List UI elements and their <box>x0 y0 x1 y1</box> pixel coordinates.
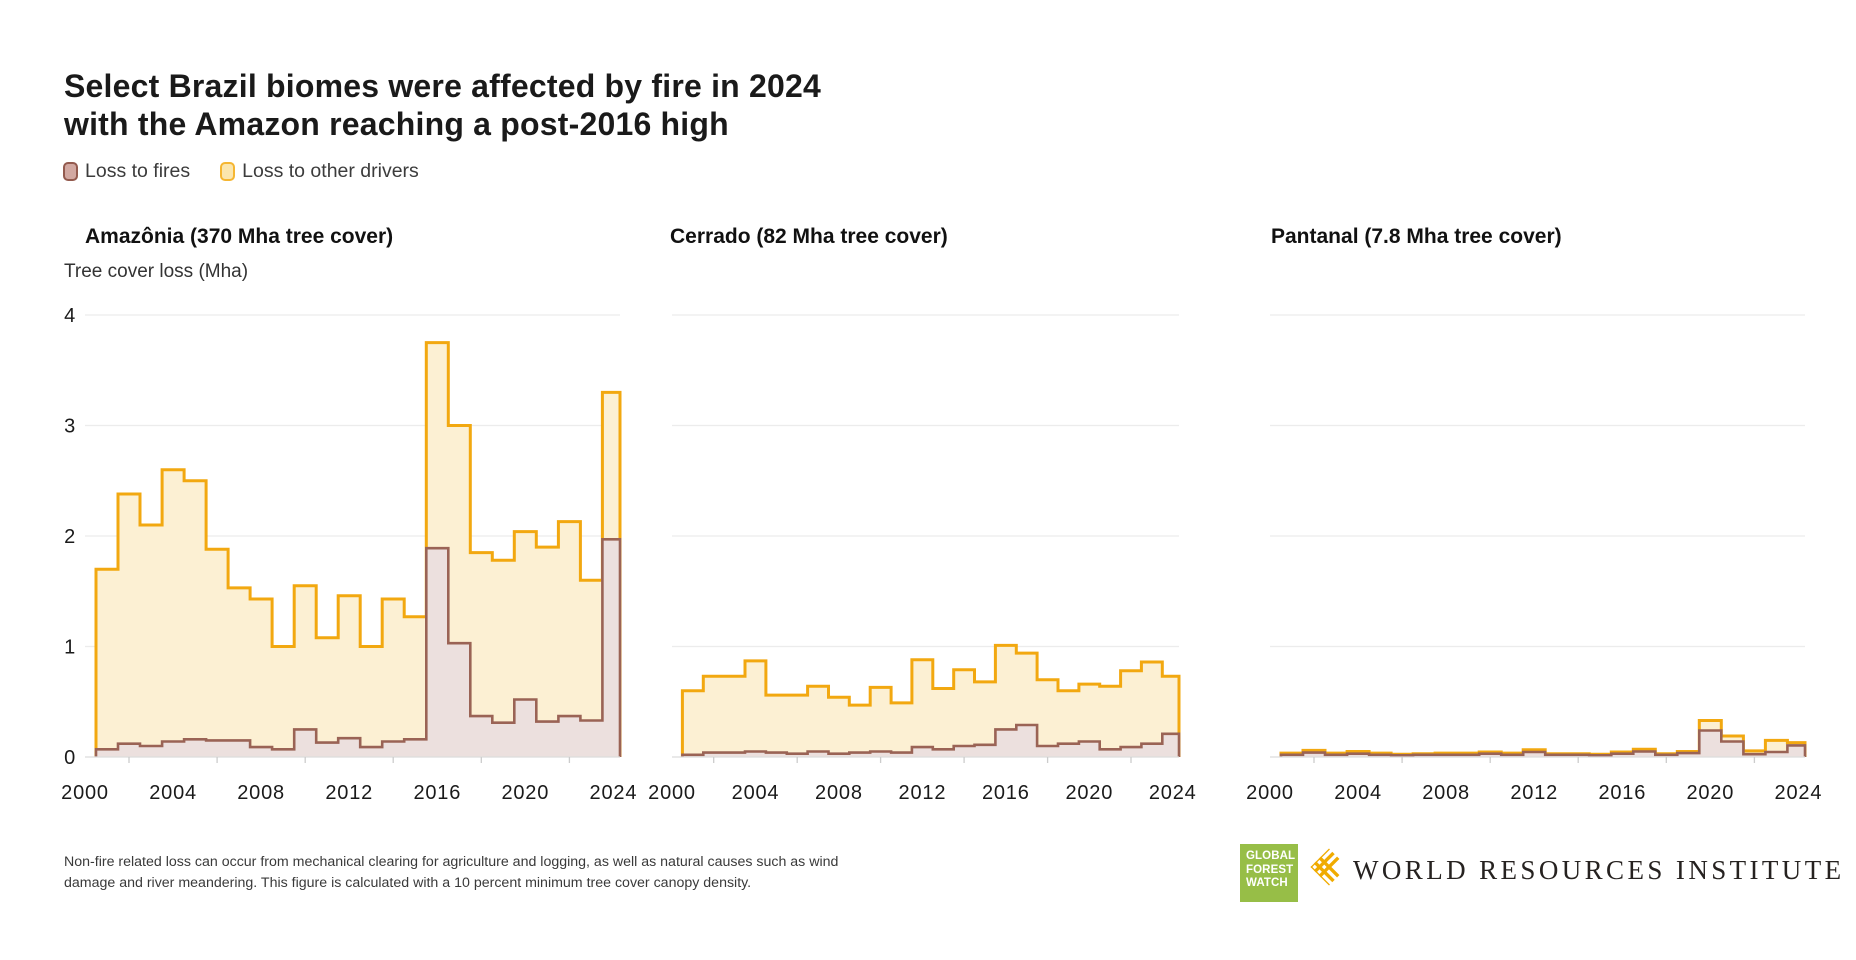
svg-text:1: 1 <box>64 637 76 659</box>
svg-text:2024: 2024 <box>590 782 638 804</box>
gfw-logo: GLOBAL FOREST WATCH <box>1240 844 1298 902</box>
svg-text:2004: 2004 <box>149 782 197 804</box>
gfw-logo-line1: GLOBAL <box>1246 850 1296 862</box>
cerrado-chart: 2000 2004 2008 2012 2016 2020 2024 <box>648 314 1196 804</box>
legend-label: Loss to other drivers <box>242 160 419 182</box>
svg-text:2020: 2020 <box>501 782 549 804</box>
y-axis-caption: Tree cover loss (Mha) <box>64 261 249 282</box>
wri-wordmark: WORLD RESOURCES INSTITUTE <box>1353 855 1845 885</box>
svg-text:2020: 2020 <box>1686 782 1734 804</box>
svg-text:2004: 2004 <box>732 782 780 804</box>
svg-text:2000: 2000 <box>61 782 109 804</box>
svg-text:2024: 2024 <box>1775 782 1823 804</box>
page-title-line1: Select Brazil biomes were affected by fi… <box>64 68 821 105</box>
svg-text:2016: 2016 <box>1598 782 1646 804</box>
svg-text:2012: 2012 <box>1510 782 1558 804</box>
svg-text:3: 3 <box>64 416 76 438</box>
svg-text:2008: 2008 <box>1422 782 1470 804</box>
legend-swatch-icon <box>220 162 236 181</box>
svg-text:2000: 2000 <box>648 782 696 804</box>
svg-text:2016: 2016 <box>982 782 1030 804</box>
amazonia-panel-title: Amazônia (370 Mha tree cover) <box>85 225 394 248</box>
svg-text:2024: 2024 <box>1149 782 1197 804</box>
svg-text:2004: 2004 <box>1334 782 1382 804</box>
wri-lattice-icon <box>1310 848 1348 886</box>
pantanal-panel-title: Pantanal (7.8 Mha tree cover) <box>1271 225 1562 248</box>
svg-text:2012: 2012 <box>325 782 373 804</box>
svg-text:2020: 2020 <box>1065 782 1113 804</box>
page-title: Select Brazil biomes were affected by fi… <box>64 67 821 143</box>
gfw-logo-line3: WATCH <box>1246 877 1288 889</box>
footnote: Non-fire related loss can occur from mec… <box>64 852 838 894</box>
svg-text:2000: 2000 <box>1246 782 1294 804</box>
legend-label: Loss to fires <box>85 160 191 182</box>
legend-swatch-icon <box>63 162 78 181</box>
svg-text:2012: 2012 <box>899 782 947 804</box>
svg-text:2008: 2008 <box>237 782 285 804</box>
legend-item-other-drivers: Loss to other drivers <box>220 160 419 183</box>
amazonia-chart: 2000 2004 2008 2012 2016 2020 2024 0 1 2 3 4 <box>61 305 636 804</box>
svg-text:2016: 2016 <box>413 782 461 804</box>
legend: Loss to fires Loss to other drivers <box>63 160 419 183</box>
page-title-line2: with the Amazon reaching a post-2016 hig… <box>64 106 729 143</box>
svg-text:2: 2 <box>64 526 76 548</box>
legend-item-fires: Loss to fires <box>63 160 190 183</box>
svg-text:4: 4 <box>64 305 76 327</box>
footnote-line1: Non-fire related loss can occur from mec… <box>64 854 839 870</box>
svg-text:2008: 2008 <box>815 782 863 804</box>
gfw-logo-line2: FOREST <box>1246 863 1294 876</box>
footnote-line2: damage and river meandering. This figure… <box>64 875 752 891</box>
cerrado-panel-title: Cerrado (82 Mha tree cover) <box>670 225 948 248</box>
svg-text:0: 0 <box>64 747 76 769</box>
pantanal-chart: 2000 2004 2008 2012 2016 2020 2024 <box>1246 314 1821 804</box>
